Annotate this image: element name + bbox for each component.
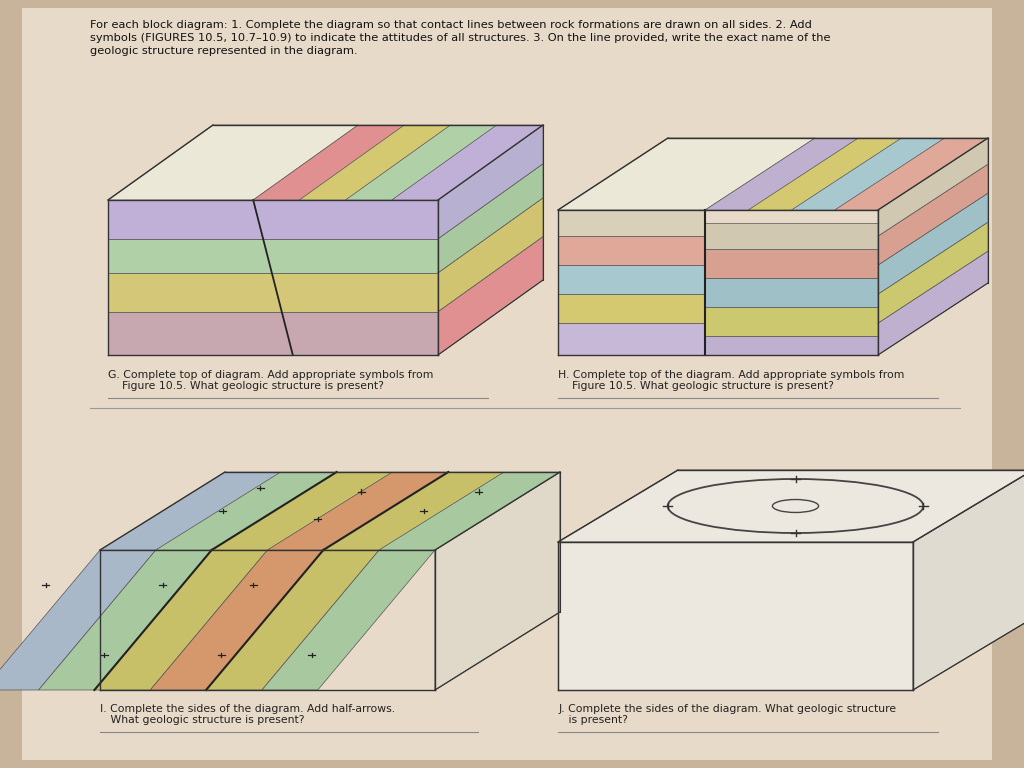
Polygon shape <box>706 336 878 355</box>
Polygon shape <box>324 472 504 550</box>
Polygon shape <box>206 550 379 690</box>
Polygon shape <box>267 472 449 550</box>
Text: I. Complete the sides of the diagram. Add half-arrows.: I. Complete the sides of the diagram. Ad… <box>100 704 395 714</box>
Text: Figure 10.5. What geologic structure is present?: Figure 10.5. What geologic structure is … <box>558 381 834 391</box>
Polygon shape <box>558 210 706 236</box>
Polygon shape <box>392 125 543 200</box>
Polygon shape <box>151 550 324 690</box>
Polygon shape <box>878 222 988 323</box>
Polygon shape <box>878 251 988 355</box>
Polygon shape <box>558 470 1024 542</box>
Text: What geologic structure is present?: What geologic structure is present? <box>100 715 304 725</box>
Text: G. Complete top of diagram. Add appropriate symbols from: G. Complete top of diagram. Add appropri… <box>108 370 433 380</box>
FancyBboxPatch shape <box>22 8 992 760</box>
Polygon shape <box>706 278 878 307</box>
Polygon shape <box>706 223 878 249</box>
Polygon shape <box>558 294 706 323</box>
Polygon shape <box>438 198 543 312</box>
Polygon shape <box>913 470 1024 690</box>
Polygon shape <box>262 550 435 690</box>
Polygon shape <box>706 249 878 278</box>
Text: For each block diagram: 1. Complete the diagram so that contact lines between ro: For each block diagram: 1. Complete the … <box>90 20 812 30</box>
Polygon shape <box>253 125 404 200</box>
Polygon shape <box>346 125 497 200</box>
Polygon shape <box>379 472 560 550</box>
Polygon shape <box>878 138 988 236</box>
Polygon shape <box>706 307 878 336</box>
Polygon shape <box>108 312 438 355</box>
Polygon shape <box>878 193 988 294</box>
Polygon shape <box>878 164 988 265</box>
Text: is present?: is present? <box>558 715 628 725</box>
Polygon shape <box>438 125 543 239</box>
Polygon shape <box>558 323 706 355</box>
Polygon shape <box>792 138 945 210</box>
Polygon shape <box>39 550 212 690</box>
Polygon shape <box>438 237 543 355</box>
Text: geologic structure represented in the diagram.: geologic structure represented in the di… <box>90 46 357 56</box>
Polygon shape <box>108 273 438 312</box>
Polygon shape <box>749 138 901 210</box>
Polygon shape <box>558 542 913 690</box>
Text: Figure 10.5. What geologic structure is present?: Figure 10.5. What geologic structure is … <box>108 381 384 391</box>
Polygon shape <box>558 265 706 294</box>
Polygon shape <box>100 472 281 550</box>
Polygon shape <box>212 472 392 550</box>
Polygon shape <box>438 164 543 273</box>
Text: J. Complete the sides of the diagram. What geologic structure: J. Complete the sides of the diagram. Wh… <box>558 704 896 714</box>
Polygon shape <box>0 550 156 690</box>
Polygon shape <box>108 200 438 239</box>
Polygon shape <box>835 138 988 210</box>
Text: H. Complete top of the diagram. Add appropriate symbols from: H. Complete top of the diagram. Add appr… <box>558 370 904 380</box>
Polygon shape <box>435 472 560 690</box>
Polygon shape <box>94 550 267 690</box>
Polygon shape <box>108 125 358 200</box>
Text: symbols (FIGURES 10.5, 10.7–10.9) to indicate the attitudes of all structures. 3: symbols (FIGURES 10.5, 10.7–10.9) to ind… <box>90 33 830 43</box>
Polygon shape <box>156 472 337 550</box>
Polygon shape <box>299 125 451 200</box>
Polygon shape <box>558 236 706 265</box>
Polygon shape <box>108 239 438 273</box>
Polygon shape <box>558 138 815 210</box>
Polygon shape <box>706 138 858 210</box>
